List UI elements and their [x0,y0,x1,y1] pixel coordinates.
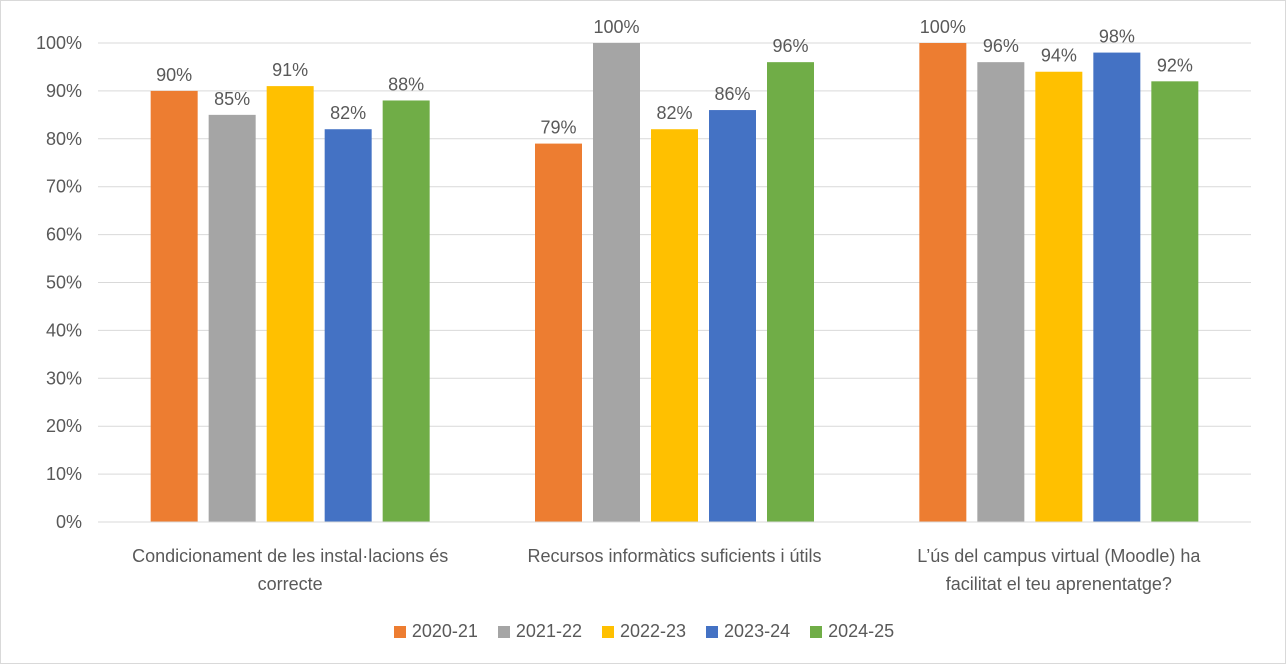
bar [709,110,756,522]
data-label: 86% [714,84,750,104]
data-label: 96% [983,36,1019,56]
bar [977,62,1025,522]
y-tick-label: 0% [56,512,82,532]
data-label: 85% [214,89,250,109]
y-tick-label: 60% [46,225,82,245]
bar [266,86,314,523]
y-tick-label: 50% [46,273,82,293]
bar [382,100,430,522]
data-label: 96% [772,36,808,56]
bar [919,43,967,522]
legend-label: 2024-25 [828,621,895,641]
legend: 2020-21 2021-22 2022-23 2023-24 2024-25 [1,621,1286,642]
data-label: 82% [330,103,366,123]
bar [1093,52,1141,523]
legend-item: 2023-24 [706,621,790,642]
data-label: 82% [656,103,692,123]
bar [150,90,198,523]
bar [1151,81,1199,522]
y-tick-label: 30% [46,368,82,388]
legend-swatch [706,625,719,638]
legend-swatch [497,625,510,638]
y-tick-label: 70% [46,177,82,197]
x-tick-label: Recursos informàtics suficients i útils [527,546,821,566]
y-tick-label: 80% [46,129,82,149]
legend-swatch [393,625,406,638]
data-label: 100% [920,17,966,37]
bar [324,129,372,522]
y-tick-label: 40% [46,320,82,340]
data-label: 92% [1157,55,1193,75]
data-label: 90% [156,65,192,85]
bar [208,114,256,522]
legend-label: 2020-21 [411,621,478,641]
data-label: 100% [593,17,639,37]
legend-item: 2024-25 [810,621,894,642]
bar [651,129,698,522]
bar [1035,71,1083,523]
data-label: 91% [272,60,308,80]
bar [535,143,582,522]
y-tick-label: 90% [46,81,82,101]
y-tick-label: 10% [46,464,82,484]
y-tick-label: 20% [46,416,82,436]
x-tick-label: Condicionament de les instal·lacions és [132,546,448,566]
bar [767,62,814,522]
data-label: 94% [1041,46,1077,66]
data-label: 79% [540,118,576,138]
x-tick-label: correcte [258,574,323,594]
legend-swatch [601,625,614,638]
bar [593,43,640,522]
y-tick-label: 100% [36,33,82,53]
legend-item: 2021-22 [497,621,582,642]
legend-label: 2022-23 [619,621,687,641]
data-label: 98% [1099,27,1135,47]
x-tick-label: L’ús del campus virtual (Moodle) ha [917,546,1201,566]
legend-item: 2020-21 [393,621,478,642]
legend-label: 2021-22 [515,621,582,641]
data-label: 88% [388,74,424,94]
legend-label: 2023-24 [724,621,791,641]
legend-swatch [810,625,823,638]
x-tick-label: facilitat el teu aprenentatge? [946,574,1172,594]
legend-item: 2022-23 [601,621,687,642]
